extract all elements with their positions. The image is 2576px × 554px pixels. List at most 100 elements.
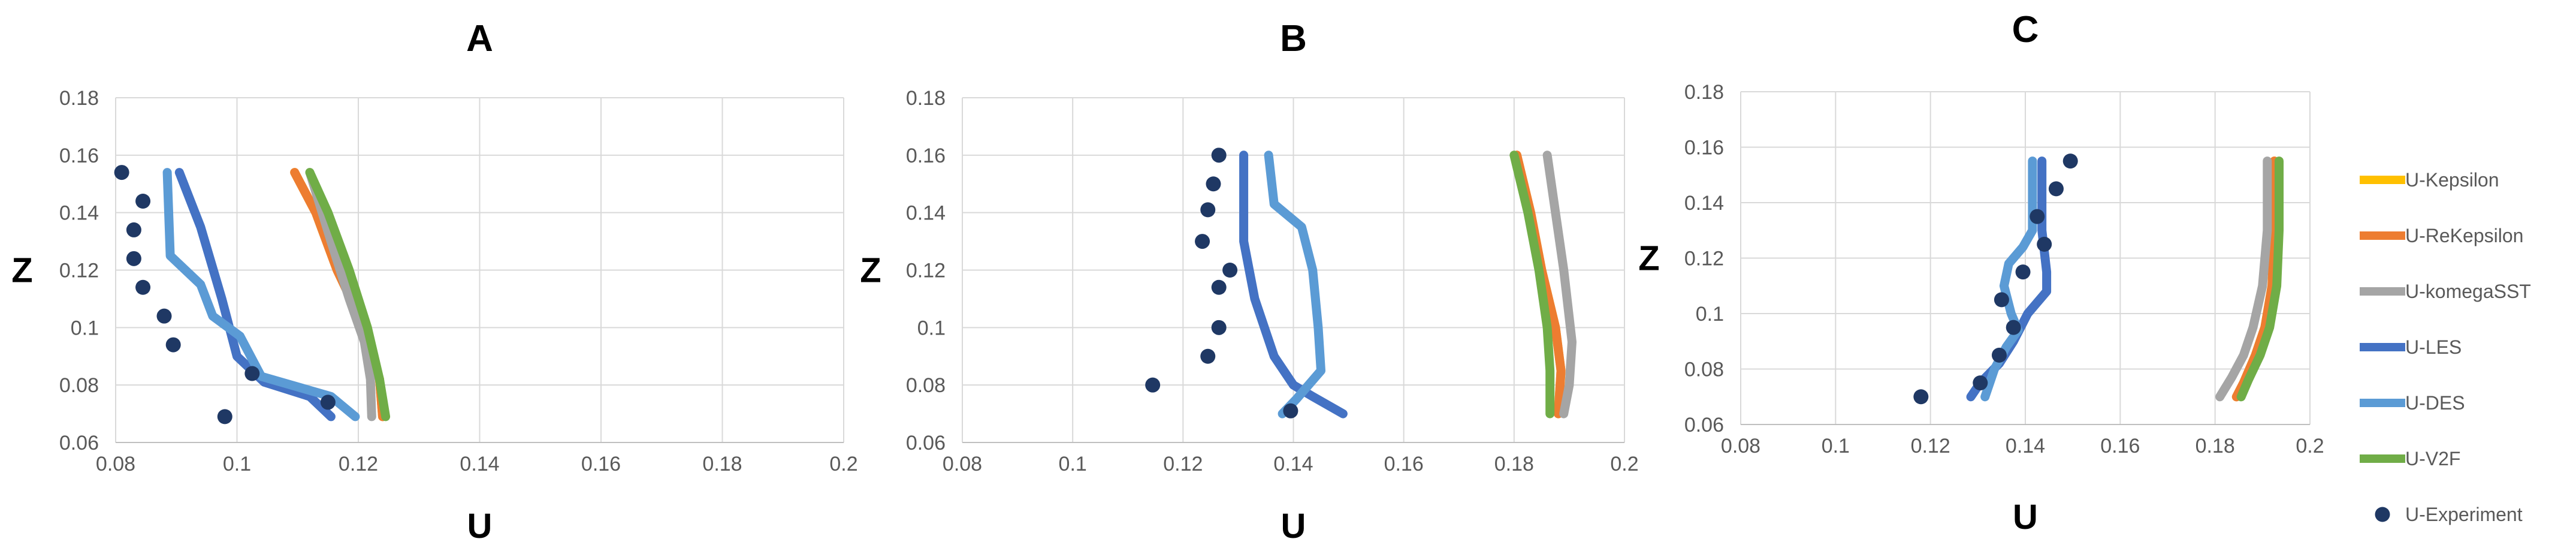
chart-title: A xyxy=(466,18,493,59)
y-axis-label: Z xyxy=(860,251,881,290)
series-line-u-komegasst xyxy=(2215,156,2272,402)
y-tick-label: 0.16 xyxy=(1684,137,1724,159)
legend-swatch xyxy=(2375,507,2390,522)
x-tick-label: 0.14 xyxy=(2006,435,2045,457)
x-tick-label: 0.2 xyxy=(1610,453,1638,475)
x-tick-label: 0.1 xyxy=(1059,453,1087,475)
data-point-u-experiment xyxy=(2030,209,2045,224)
y-tick-label: 0.18 xyxy=(906,87,946,110)
y-tick-label: 0.18 xyxy=(1684,81,1724,104)
x-tick-label: 0.16 xyxy=(581,453,621,475)
series-line-u-komegasst xyxy=(305,168,376,421)
x-tick-label: 0.12 xyxy=(1911,435,1950,457)
data-point-u-experiment xyxy=(1211,279,1227,295)
x-tick-label: 0.16 xyxy=(2100,435,2140,457)
legend-item-u-komegasst: U-komegaSST xyxy=(2360,281,2531,302)
x-tick-label: 0.2 xyxy=(2296,435,2324,457)
y-tick-label: 0.16 xyxy=(59,144,99,167)
chart-panel-c: 0.08 0.1 0.12 0.14 0.16 0.18 0.20.060.080.10.1… xyxy=(1638,9,2324,537)
x-tick-label: 0.08 xyxy=(943,453,982,475)
chart-title: B xyxy=(1280,18,1307,59)
series-line-u-v2f xyxy=(1509,150,1555,418)
x-tick-label: 0.16 xyxy=(1384,453,1424,475)
data-point-u-experiment xyxy=(135,194,151,209)
series-line-u-des xyxy=(1264,150,1325,418)
y-tick-label: 0.1 xyxy=(1696,303,1724,326)
y-tick-label: 0.1 xyxy=(71,317,99,339)
data-point-u-experiment xyxy=(1973,375,1988,391)
legend-label: U-DES xyxy=(2405,392,2465,414)
data-point-u-experiment xyxy=(1283,403,1298,418)
legend-item-u-les: U-LES xyxy=(2360,336,2462,358)
y-tick-label: 0.06 xyxy=(1684,414,1724,436)
x-tick-label: 0.08 xyxy=(1721,435,1760,457)
y-tick-label: 0.14 xyxy=(1684,192,1724,215)
data-point-u-experiment xyxy=(126,251,141,266)
series-line-u-komegasst xyxy=(1542,150,1577,418)
y-tick-label: 0.1 xyxy=(917,317,946,339)
x-tick-label: 0.18 xyxy=(702,453,742,475)
data-point-u-experiment xyxy=(320,395,336,410)
legend-item-u-kepsilon: U-Kepsilon xyxy=(2360,169,2499,191)
x-tick-label: 0.1 xyxy=(223,453,251,475)
data-point-u-experiment xyxy=(2048,181,2064,197)
y-tick-label: 0.08 xyxy=(1684,359,1724,381)
data-point-u-experiment xyxy=(1211,147,1227,163)
x-axis-label: U xyxy=(467,507,493,546)
data-point-u-experiment xyxy=(217,409,232,424)
data-point-u-experiment xyxy=(2037,236,2052,252)
data-point-u-experiment xyxy=(156,308,172,324)
y-tick-label: 0.12 xyxy=(59,260,99,282)
x-tick-label: 0.2 xyxy=(829,453,857,475)
data-point-u-experiment xyxy=(1211,320,1227,335)
chart-panel-b: 0.08 0.1 0.12 0.14 0.16 0.18 0.20.060.080.10.1… xyxy=(860,18,1638,546)
legend-label: U-Kepsilon xyxy=(2405,169,2499,191)
y-tick-label: 0.12 xyxy=(1684,248,1724,270)
x-tick-label: 0.14 xyxy=(460,453,499,475)
legend-label: U-Experiment xyxy=(2405,504,2523,525)
data-point-u-experiment xyxy=(1145,377,1161,393)
legend-label: U-V2F xyxy=(2405,448,2460,469)
y-tick-label: 0.18 xyxy=(59,87,99,110)
data-point-u-experiment xyxy=(114,165,129,180)
y-tick-label: 0.06 xyxy=(906,432,946,454)
data-point-u-experiment xyxy=(135,279,151,295)
legend-item-u-v2f: U-V2F xyxy=(2360,448,2460,469)
y-axis-label: Z xyxy=(11,251,32,290)
series-line-u-v2f xyxy=(305,168,391,421)
legend-label: U-LES xyxy=(2405,336,2462,358)
x-axis-label: U xyxy=(2013,498,2038,537)
y-tick-label: 0.16 xyxy=(906,144,946,167)
x-tick-label: 0.12 xyxy=(339,453,378,475)
legend-item-u-rekepsilon: U-ReKepsilon xyxy=(2360,225,2523,246)
x-tick-label: 0.12 xyxy=(1163,453,1203,475)
x-tick-label: 0.18 xyxy=(2196,435,2235,457)
x-tick-label: 0.1 xyxy=(1822,435,1850,457)
y-tick-label: 0.12 xyxy=(906,260,946,282)
data-point-u-experiment xyxy=(126,222,141,237)
data-point-u-experiment xyxy=(1200,202,1216,218)
x-tick-label: 0.18 xyxy=(1494,453,1534,475)
y-tick-label: 0.14 xyxy=(906,202,946,225)
chart-title: C xyxy=(2012,9,2039,50)
y-tick-label: 0.14 xyxy=(59,202,99,225)
series-line-u-les xyxy=(1239,150,1348,418)
data-point-u-experiment xyxy=(1206,176,1221,192)
chart-panel-a: 0.08 0.1 0.12 0.14 0.16 0.18 0.20.060.080.10.1… xyxy=(11,18,857,546)
x-tick-label: 0.08 xyxy=(96,453,135,475)
y-tick-label: 0.06 xyxy=(59,432,99,454)
data-point-u-experiment xyxy=(244,366,260,381)
data-point-u-experiment xyxy=(1991,347,2007,363)
data-point-u-experiment xyxy=(165,337,181,353)
series-line-u-des xyxy=(162,168,360,421)
legend-label: U-ReKepsilon xyxy=(2405,225,2523,246)
legend: U-Kepsilon U-ReKepsilon U-komegaSST U-LES U-… xyxy=(2360,169,2531,525)
data-point-u-experiment xyxy=(2062,153,2078,169)
y-tick-label: 0.08 xyxy=(906,374,946,397)
data-point-u-experiment xyxy=(1222,263,1238,278)
data-point-u-experiment xyxy=(1913,389,1929,405)
x-axis-label: U xyxy=(1281,507,1306,546)
y-axis-label: Z xyxy=(1638,239,1659,278)
data-point-u-experiment xyxy=(2006,320,2021,335)
